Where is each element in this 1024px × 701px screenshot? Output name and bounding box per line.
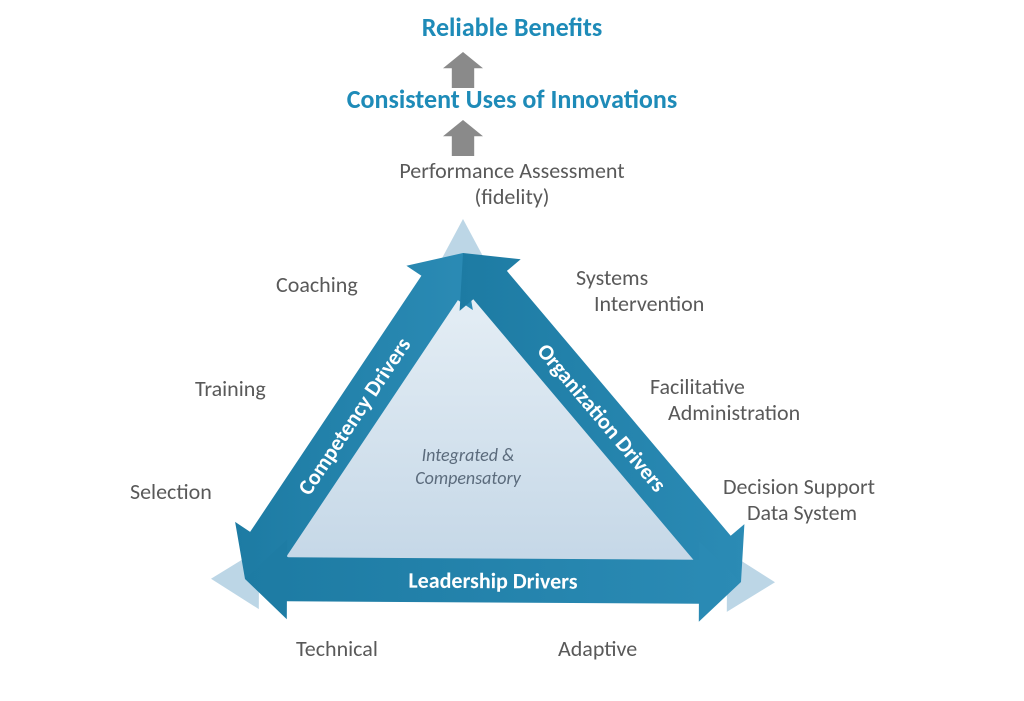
txt: Data System bbox=[723, 499, 857, 526]
txt: (fidelity) bbox=[475, 183, 550, 210]
up-arrow-icon bbox=[443, 120, 483, 156]
label-systems-intervention: Systems Intervention bbox=[576, 265, 704, 318]
txt: Intervention bbox=[576, 290, 704, 317]
label-leadership-drivers: Leadership Drivers bbox=[408, 567, 578, 595]
title-consistent-uses: Consistent Uses of Innovations bbox=[0, 84, 1024, 115]
title-reliable-benefits: Reliable Benefits bbox=[0, 12, 1024, 43]
diagram-stage: Competency Drivers Organization Drivers … bbox=[0, 0, 1024, 701]
txt: Decision Support bbox=[723, 473, 875, 500]
txt: Administration bbox=[650, 399, 800, 426]
label-performance-assessment: Performance Assessment (fidelity) bbox=[0, 158, 1024, 211]
label-facilitative-administration: Facilitative Administration bbox=[650, 374, 800, 427]
txt: Integrated & bbox=[422, 444, 515, 466]
label-coaching: Coaching bbox=[276, 272, 358, 298]
txt: Compensatory bbox=[415, 467, 521, 489]
label-adaptive: Adaptive bbox=[558, 636, 637, 662]
label-selection: Selection bbox=[130, 479, 212, 505]
txt: Facilitative bbox=[650, 373, 745, 400]
label-training: Training bbox=[195, 376, 266, 402]
txt: Performance Assessment bbox=[399, 157, 624, 184]
label-decision-support: Decision Support Data System bbox=[723, 474, 875, 527]
label-integrated-compensatory: Integrated & Compensatory bbox=[393, 444, 543, 491]
txt: Systems bbox=[576, 264, 648, 291]
label-technical: Technical bbox=[296, 636, 378, 662]
